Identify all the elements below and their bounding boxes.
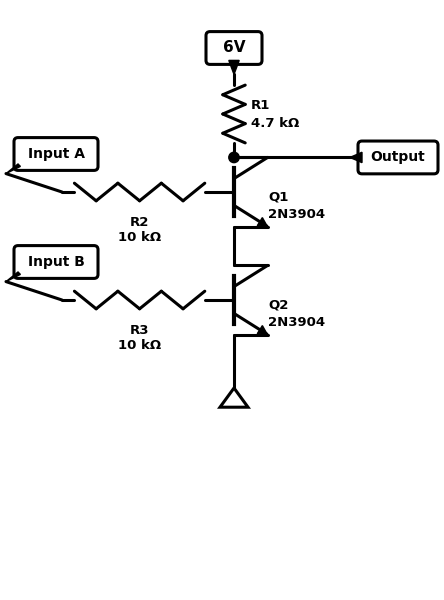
FancyBboxPatch shape (14, 245, 98, 278)
Text: Input A: Input A (28, 147, 84, 161)
FancyBboxPatch shape (358, 141, 438, 174)
FancyBboxPatch shape (14, 137, 98, 170)
Polygon shape (6, 272, 20, 281)
Text: Q2
2N3904: Q2 2N3904 (268, 298, 325, 329)
Polygon shape (220, 388, 248, 407)
Circle shape (229, 152, 239, 163)
Text: Output: Output (371, 151, 425, 164)
Text: R2
10 kΩ: R2 10 kΩ (118, 216, 161, 244)
Text: 6V: 6V (223, 40, 245, 55)
Polygon shape (350, 152, 362, 163)
Text: Q1
2N3904: Q1 2N3904 (268, 191, 325, 221)
FancyBboxPatch shape (206, 32, 262, 64)
Polygon shape (6, 164, 20, 173)
Polygon shape (257, 326, 267, 334)
Text: Input B: Input B (28, 255, 84, 269)
Text: R1
4.7 kΩ: R1 4.7 kΩ (251, 98, 299, 130)
Polygon shape (257, 218, 267, 226)
Polygon shape (229, 61, 239, 74)
Text: R3
10 kΩ: R3 10 kΩ (118, 324, 161, 352)
